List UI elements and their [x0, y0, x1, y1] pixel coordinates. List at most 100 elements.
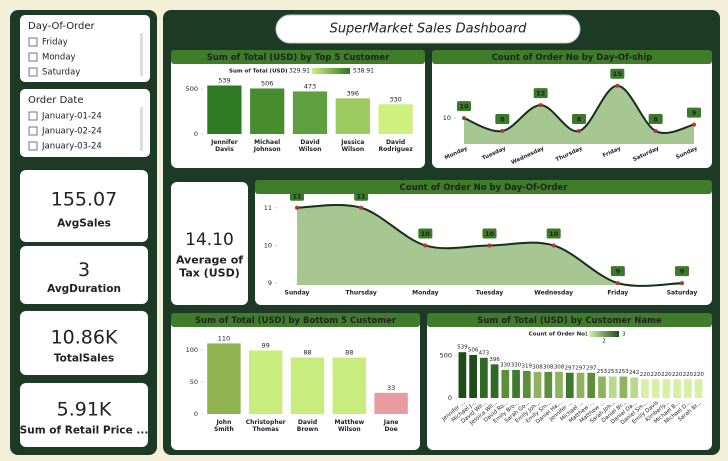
slicer-item[interactable]: Monday	[42, 53, 76, 63]
area	[464, 85, 694, 144]
chart-title: Sum of Total (USD) by Top 5 Customer	[207, 53, 390, 63]
value-label: 10	[459, 103, 469, 111]
point	[653, 129, 658, 134]
kpi-label: AvgSales	[57, 217, 111, 229]
x-tick-label: Saturday	[667, 290, 698, 297]
slicer-title: Day-Of-Order	[28, 21, 95, 32]
bar	[673, 379, 682, 398]
value-label: 396	[489, 357, 500, 363]
y-tick-label: 500	[440, 352, 452, 360]
slicer-item[interactable]: January-03-24	[41, 142, 102, 152]
label-box	[687, 107, 701, 118]
slicer-checkbox[interactable]	[28, 141, 38, 151]
value-label: 88	[345, 349, 353, 357]
point	[500, 129, 505, 134]
slicer-item[interactable]: January-01-24	[41, 112, 102, 122]
bar	[292, 91, 328, 134]
dashboard-title: SuperMarket Sales Dashboard	[330, 22, 528, 37]
value-label: 539	[457, 345, 468, 351]
y-tick-label: 10	[443, 114, 451, 122]
chart-header	[171, 313, 420, 327]
value-label: 15	[613, 70, 623, 78]
x-tick-label: John Smith	[214, 419, 234, 433]
y-tick-label: 500	[186, 85, 198, 93]
x-tick-label: David Brown	[297, 419, 318, 433]
y-tick-label: 11	[264, 204, 272, 212]
value-label: 330	[389, 95, 401, 103]
legend-tick: 3	[622, 332, 626, 338]
label-box	[457, 101, 471, 112]
kpi-value: 3	[78, 259, 90, 281]
kpi-label: TotalSales	[54, 352, 114, 364]
slicer-checkbox[interactable]	[28, 126, 38, 136]
value-label: 12	[536, 90, 545, 98]
bar	[684, 379, 692, 398]
value-label: 253	[607, 369, 618, 375]
slicer-checkbox[interactable]	[28, 37, 38, 47]
bar	[207, 343, 241, 414]
slicer	[20, 89, 150, 157]
kpi-label: Average of Tax (USD)	[176, 254, 243, 280]
legend-gradient	[589, 331, 619, 337]
kpi-label: AvgDuration	[47, 283, 121, 295]
legend-max: 538.91	[353, 68, 374, 75]
x-tick-label: Michael Johnson	[253, 139, 281, 153]
x-tick-label: Jane Doe	[383, 419, 399, 433]
label-box	[546, 228, 561, 239]
slicer-scrollbar	[140, 107, 143, 151]
value-label: 506	[468, 347, 479, 353]
legend-gradient	[312, 68, 350, 74]
slicer-checkbox[interactable]	[28, 67, 38, 77]
slicer-item[interactable]: Friday	[42, 38, 68, 48]
slicer-checkbox[interactable]	[28, 111, 38, 121]
bar	[598, 376, 606, 398]
value-label: 9	[680, 268, 685, 276]
bar	[207, 85, 242, 134]
bar	[290, 357, 325, 414]
value-label: 220	[650, 372, 661, 378]
point	[551, 243, 556, 248]
value-label: 308	[543, 364, 554, 370]
point	[295, 205, 299, 210]
bar	[501, 369, 510, 398]
bar	[533, 371, 542, 398]
value-label: 99	[262, 341, 270, 349]
slicer-title: Order Date	[28, 95, 84, 106]
slicer-item[interactable]: Saturday	[42, 68, 80, 78]
slicer-item[interactable]: January-02-24	[41, 127, 102, 137]
value-label: 220	[683, 372, 694, 378]
bar	[335, 98, 370, 134]
bar	[555, 371, 563, 398]
x-tick-label: Christopher Thomas	[246, 419, 286, 433]
label-box	[482, 228, 497, 239]
label-box	[418, 228, 433, 239]
point	[615, 83, 620, 88]
value-label: 10	[485, 230, 495, 238]
label-box	[648, 114, 663, 125]
chart-header	[427, 313, 712, 327]
value-label: 8	[653, 116, 658, 124]
bar	[490, 364, 499, 398]
bar	[378, 104, 413, 134]
bar	[248, 350, 283, 414]
bar	[565, 372, 574, 398]
x-tick-label: David Wilson	[299, 139, 322, 153]
y-tick-label: 100	[186, 346, 198, 354]
chart-header	[432, 50, 712, 64]
label-box	[533, 88, 548, 99]
slicer-checkbox[interactable]	[28, 52, 38, 62]
value-label: 220	[661, 372, 672, 378]
value-label: 9	[616, 268, 621, 276]
bar	[332, 357, 367, 414]
x-tick-label: Monday	[412, 290, 439, 297]
bar	[250, 88, 285, 134]
label-box	[610, 266, 625, 277]
label-box	[610, 68, 625, 79]
point	[423, 243, 428, 248]
kpi-label: Sum of Retail Price ...	[20, 424, 149, 436]
bar	[619, 376, 628, 398]
kpi-card	[20, 246, 148, 304]
x-tick-label: David Rodriguez	[379, 139, 414, 153]
